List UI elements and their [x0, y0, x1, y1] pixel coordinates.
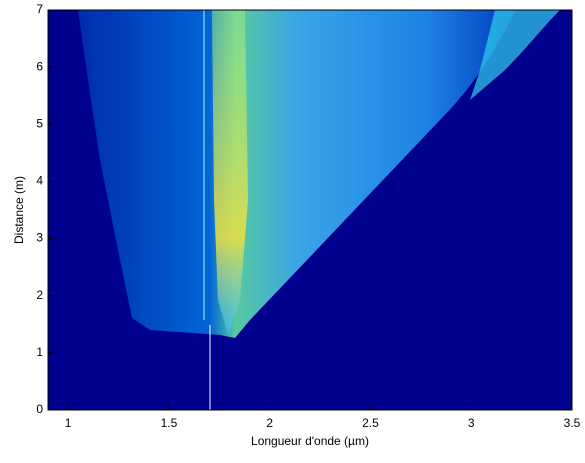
x-axis-label: Longueur d'onde (µm) — [251, 434, 369, 448]
x-tick-label: 2.5 — [362, 416, 379, 430]
y-tick-label: 6 — [36, 59, 43, 73]
spectrum-edge — [470, 10, 560, 100]
y-axis-label: Distance (m) — [12, 176, 26, 244]
x-tick-label: 3.5 — [564, 416, 581, 430]
spectrum-field — [78, 10, 516, 338]
y-tick-label: 4 — [36, 174, 43, 188]
y-tick-label: 2 — [36, 288, 43, 302]
x-tick-label: 1.5 — [161, 416, 178, 430]
x-tick-label: 3 — [468, 416, 475, 430]
x-tick-label: 1 — [65, 416, 72, 430]
y-tick-label: 0 — [36, 402, 43, 416]
x-tick-label: 2 — [266, 416, 273, 430]
y-tick-label: 5 — [36, 116, 43, 130]
plot-area — [47, 9, 573, 411]
spectrum-core — [212, 10, 248, 335]
y-tick-label: 7 — [36, 2, 43, 16]
y-tick-label: 3 — [36, 231, 43, 245]
frame — [47, 9, 573, 411]
y-tick-label: 1 — [36, 345, 43, 359]
